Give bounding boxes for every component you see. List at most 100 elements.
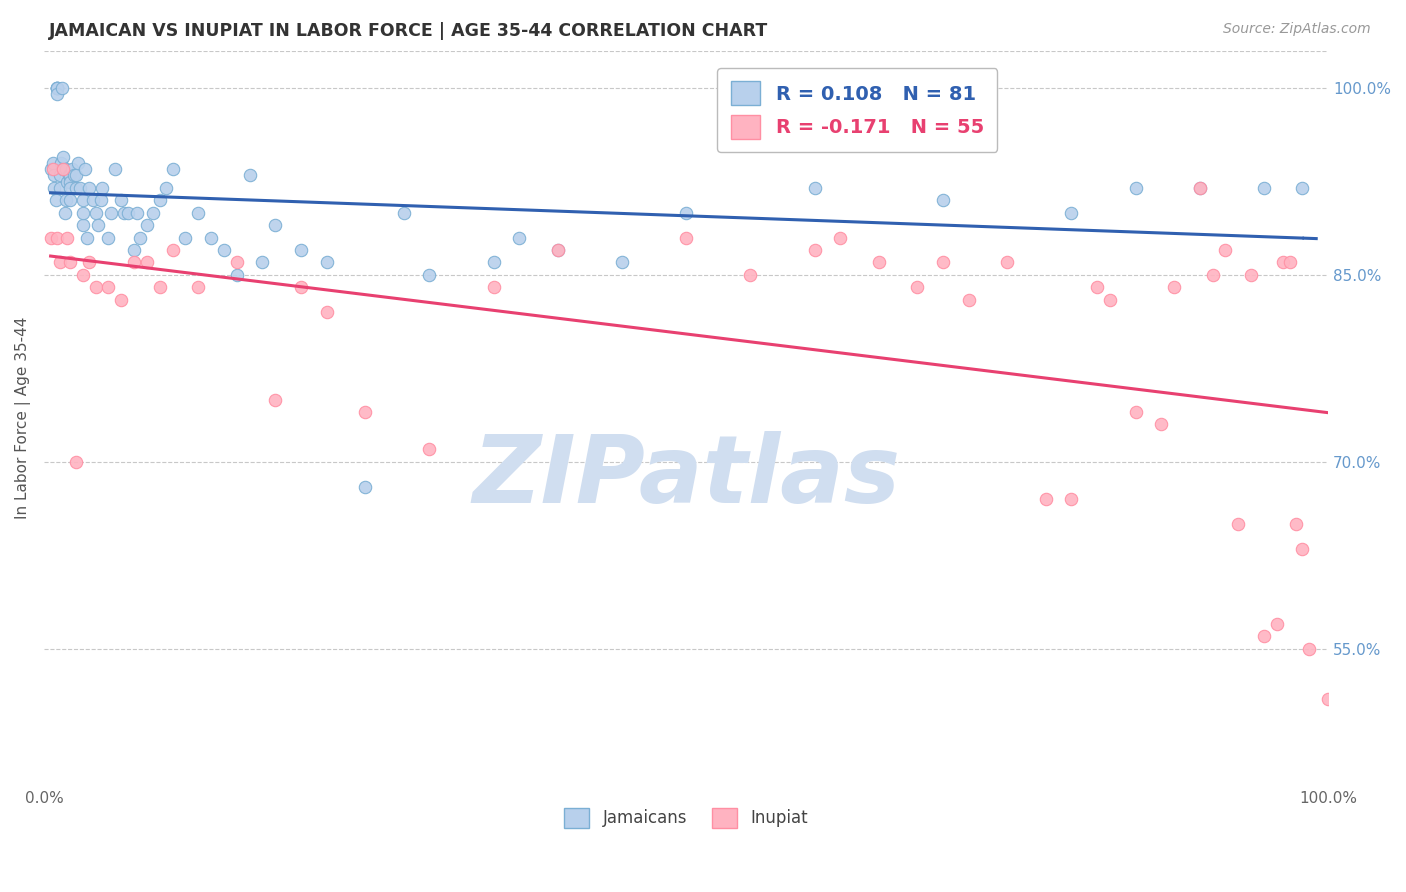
Point [49, 156, 72, 170]
Point [957, 293, 980, 307]
Point [162, 162, 184, 177]
Point [135, 218, 157, 232]
Point [1060, 492, 1083, 507]
Point [155, 180, 177, 194]
Point [1253, 180, 1275, 194]
Point [252, 255, 274, 269]
Point [508, 230, 530, 244]
Point [740, 268, 762, 282]
Point [315, 305, 337, 319]
Point [264, 218, 287, 232]
Point [59, 180, 82, 194]
Point [610, 255, 633, 269]
Point [290, 280, 312, 294]
Point [58, 168, 80, 182]
Point [51, 81, 73, 95]
Point [59, 174, 82, 188]
Text: Source: ZipAtlas.com: Source: ZipAtlas.com [1223, 22, 1371, 37]
Point [803, 180, 825, 194]
Legend: Jamaicans, Inupiat: Jamaicans, Inupiat [555, 799, 817, 837]
Point [418, 442, 440, 457]
Point [122, 255, 145, 269]
Point [44, 168, 66, 182]
Text: JAMAICAN VS INUPIAT IN LABOR FORCE | AGE 35-44 CORRELATION CHART: JAMAICAN VS INUPIAT IN LABOR FORCE | AGE… [49, 22, 769, 40]
Point [1125, 405, 1147, 419]
Point [56, 174, 79, 188]
Point [995, 255, 1018, 269]
Point [91, 180, 114, 194]
Point [1163, 280, 1185, 294]
Point [39, 162, 62, 177]
Point [392, 205, 415, 219]
Point [59, 168, 82, 182]
Point [264, 392, 287, 407]
Point [1215, 243, 1237, 257]
Point [1098, 293, 1121, 307]
Point [55, 162, 77, 177]
Point [46, 87, 69, 102]
Point [932, 255, 955, 269]
Point [110, 293, 132, 307]
Point [149, 280, 172, 294]
Point [75, 162, 97, 177]
Point [1188, 180, 1211, 194]
Point [62, 168, 84, 182]
Point [48, 255, 70, 269]
Point [1291, 180, 1313, 194]
Point [315, 255, 337, 269]
Point [46, 81, 69, 95]
Point [1291, 542, 1313, 557]
Point [149, 193, 172, 207]
Point [48, 168, 70, 182]
Point [142, 205, 165, 219]
Point [72, 218, 94, 232]
Point [46, 81, 69, 95]
Point [53, 205, 76, 219]
Point [72, 205, 94, 219]
Point [225, 255, 247, 269]
Point [1265, 616, 1288, 631]
Point [84, 205, 107, 219]
Point [212, 243, 235, 257]
Point [66, 156, 89, 170]
Text: ZIPatlas: ZIPatlas [472, 431, 900, 523]
Point [42, 162, 65, 177]
Point [72, 193, 94, 207]
Point [117, 205, 139, 219]
Point [46, 81, 69, 95]
Point [62, 162, 84, 177]
Point [1240, 268, 1263, 282]
Point [482, 255, 505, 269]
Point [46, 230, 69, 244]
Point [44, 180, 66, 194]
Point [1201, 268, 1223, 282]
Point [675, 230, 697, 244]
Point [97, 280, 120, 294]
Point [200, 230, 222, 244]
Point [84, 280, 107, 294]
Point [52, 162, 75, 177]
Point [65, 180, 87, 194]
Point [1278, 255, 1301, 269]
Point [1317, 691, 1340, 706]
Point [354, 480, 377, 494]
Point [104, 162, 127, 177]
Point [42, 156, 65, 170]
Point [100, 205, 122, 219]
Point [46, 81, 69, 95]
Point [1060, 205, 1083, 219]
Point [122, 243, 145, 257]
Point [45, 193, 67, 207]
Point [1035, 492, 1057, 507]
Point [239, 168, 262, 182]
Point [90, 193, 112, 207]
Point [69, 180, 91, 194]
Point [1085, 280, 1108, 294]
Point [52, 162, 75, 177]
Point [868, 255, 890, 269]
Point [1298, 641, 1320, 656]
Point [1253, 629, 1275, 643]
Point [1272, 255, 1295, 269]
Point [1125, 180, 1147, 194]
Point [59, 255, 82, 269]
